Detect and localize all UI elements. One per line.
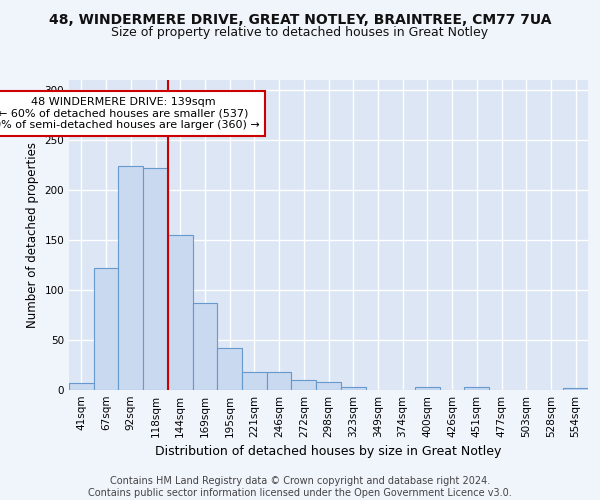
Bar bbox=[94, 268, 118, 390]
Bar bbox=[242, 372, 267, 390]
Bar bbox=[292, 380, 316, 390]
Bar bbox=[118, 166, 143, 390]
Y-axis label: Number of detached properties: Number of detached properties bbox=[26, 142, 39, 328]
Text: Size of property relative to detached houses in Great Notley: Size of property relative to detached ho… bbox=[112, 26, 488, 39]
Bar bbox=[341, 387, 365, 390]
Text: 48 WINDERMERE DRIVE: 139sqm
← 60% of detached houses are smaller (537)
40% of se: 48 WINDERMERE DRIVE: 139sqm ← 60% of det… bbox=[0, 97, 260, 130]
Bar bbox=[464, 387, 489, 390]
Bar bbox=[267, 372, 292, 390]
Text: 48, WINDERMERE DRIVE, GREAT NOTLEY, BRAINTREE, CM77 7UA: 48, WINDERMERE DRIVE, GREAT NOTLEY, BRAI… bbox=[49, 12, 551, 26]
X-axis label: Distribution of detached houses by size in Great Notley: Distribution of detached houses by size … bbox=[155, 446, 502, 458]
Bar bbox=[217, 348, 242, 390]
Bar bbox=[168, 235, 193, 390]
Bar bbox=[69, 383, 94, 390]
Text: Contains HM Land Registry data © Crown copyright and database right 2024.
Contai: Contains HM Land Registry data © Crown c… bbox=[88, 476, 512, 498]
Bar bbox=[563, 388, 588, 390]
Bar bbox=[193, 303, 217, 390]
Bar bbox=[143, 168, 168, 390]
Bar bbox=[316, 382, 341, 390]
Bar bbox=[415, 387, 440, 390]
